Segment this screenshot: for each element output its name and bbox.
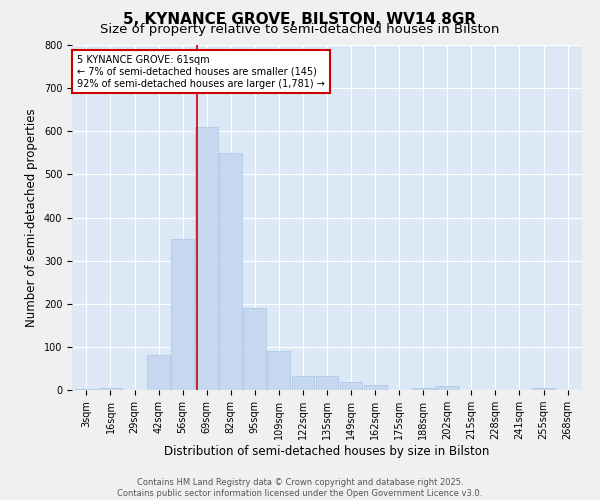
Y-axis label: Number of semi-detached properties: Number of semi-detached properties — [25, 108, 38, 327]
Bar — [316, 376, 338, 390]
Bar — [220, 153, 242, 390]
Bar — [292, 376, 314, 390]
Bar — [412, 388, 434, 390]
Bar — [147, 354, 170, 390]
Bar — [195, 127, 218, 390]
Text: Contains HM Land Registry data © Crown copyright and database right 2025.
Contai: Contains HM Land Registry data © Crown c… — [118, 478, 482, 498]
Bar — [99, 388, 122, 390]
Text: 5, KYNANCE GROVE, BILSTON, WV14 8GR: 5, KYNANCE GROVE, BILSTON, WV14 8GR — [124, 12, 476, 28]
Bar — [340, 382, 362, 390]
Bar — [436, 386, 459, 390]
Text: 5 KYNANCE GROVE: 61sqm
← 7% of semi-detached houses are smaller (145)
92% of sem: 5 KYNANCE GROVE: 61sqm ← 7% of semi-deta… — [77, 56, 325, 88]
Bar — [75, 389, 98, 390]
X-axis label: Distribution of semi-detached houses by size in Bilston: Distribution of semi-detached houses by … — [164, 445, 490, 458]
Bar — [364, 385, 386, 390]
Bar — [244, 308, 266, 390]
Bar — [171, 239, 194, 390]
Bar — [268, 351, 290, 390]
Text: Size of property relative to semi-detached houses in Bilston: Size of property relative to semi-detach… — [100, 22, 500, 36]
Bar — [532, 388, 555, 390]
